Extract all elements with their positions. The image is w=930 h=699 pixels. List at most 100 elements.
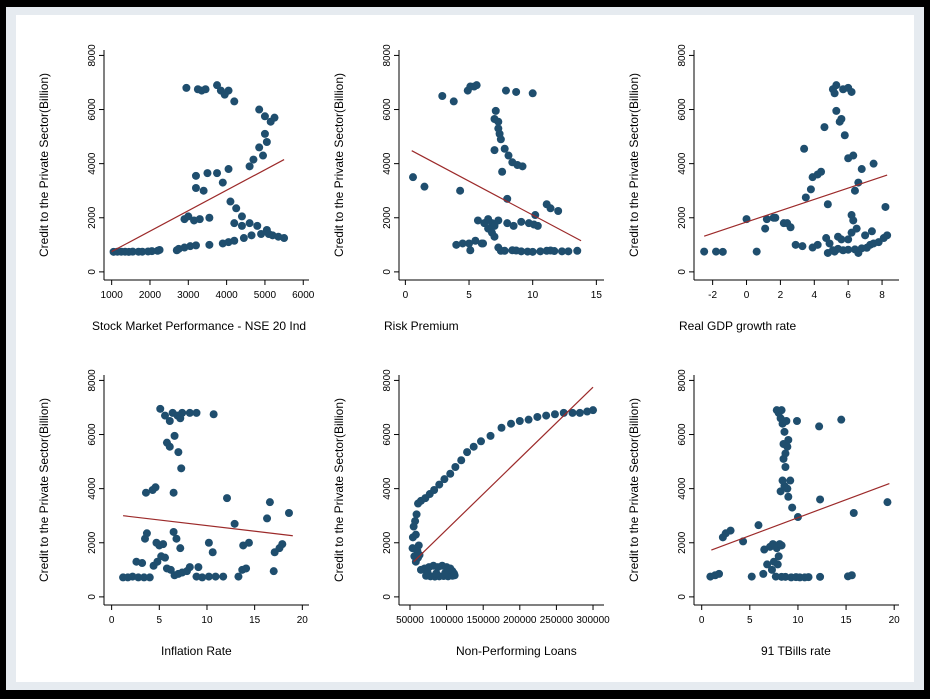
y-axis-label: Credit to the Private Sector(Billion) — [37, 73, 51, 257]
x-axis-label: Risk Premium — [384, 319, 459, 333]
data-point — [182, 83, 191, 92]
data-point — [496, 135, 505, 144]
data-point — [494, 117, 503, 126]
data-point — [205, 213, 214, 222]
data-point — [503, 219, 512, 228]
data-point — [881, 202, 890, 211]
data-point — [784, 492, 793, 501]
scatter-panel-2: 0 2000 4000 6000 8000 0 5 10 15 Credit to the Pri… — [332, 44, 604, 333]
y-tick-label: 0 — [87, 594, 98, 600]
data-point — [191, 184, 200, 192]
data-point — [490, 232, 499, 241]
data-point — [177, 464, 186, 473]
data-point — [265, 498, 274, 507]
x-tick-label: 0 — [403, 290, 409, 301]
data-point — [783, 442, 792, 451]
data-point — [208, 548, 217, 557]
x-tick-label: 3000 — [177, 290, 200, 301]
data-point — [477, 437, 485, 446]
data-point — [138, 247, 147, 256]
data-point — [823, 248, 832, 257]
y-axis-label: Credit to the Private Sector(Billion) — [332, 398, 346, 582]
x-tick-label: 2000 — [139, 290, 162, 301]
data-point — [234, 572, 243, 581]
y-tick-label: 4000 — [87, 152, 98, 175]
data-point — [791, 240, 800, 249]
data-point — [219, 572, 228, 581]
data-point — [747, 572, 756, 581]
data-point — [239, 541, 248, 550]
data-point — [224, 86, 233, 95]
data-point — [409, 173, 418, 182]
x-tick-label: 0 — [744, 290, 750, 301]
data-point — [280, 234, 289, 243]
data-point — [420, 182, 429, 191]
data-point — [141, 488, 150, 497]
y-tick-label: 2000 — [677, 531, 688, 554]
data-point — [509, 221, 518, 230]
data-point — [808, 243, 817, 252]
x-tick-label: 50000 — [396, 615, 424, 626]
data-point — [771, 572, 780, 581]
data-point — [451, 463, 460, 471]
data-point — [524, 415, 533, 424]
data-point — [857, 165, 866, 174]
data-point — [169, 527, 178, 536]
data-point — [232, 204, 241, 213]
y-tick-label: 4000 — [87, 477, 98, 500]
data-point — [255, 143, 264, 152]
data-point — [435, 480, 444, 489]
data-point — [850, 186, 859, 195]
data-point — [260, 129, 269, 138]
data-point — [800, 144, 809, 153]
data-point — [263, 514, 272, 523]
x-tick-label: 200000 — [503, 615, 537, 626]
data-point — [515, 417, 524, 425]
data-point — [151, 483, 160, 492]
data-point — [528, 89, 537, 98]
data-point — [533, 412, 542, 421]
data-point — [847, 571, 856, 580]
data-point — [783, 484, 792, 493]
data-point — [178, 408, 187, 417]
y-tick-label: 8000 — [382, 44, 393, 67]
y-tick-label: 6000 — [87, 98, 98, 121]
data-point — [432, 569, 441, 578]
data-point — [230, 519, 239, 528]
data-point — [247, 231, 256, 240]
data-point — [490, 146, 499, 155]
y-tick-label: 8000 — [677, 44, 688, 67]
data-point — [726, 526, 735, 535]
data-point — [457, 456, 466, 465]
data-point — [491, 106, 500, 115]
data-point — [767, 565, 776, 574]
x-axis-label: Real GDP growth rate — [679, 319, 796, 333]
data-point — [411, 517, 420, 526]
x-axis-label: 91 TBills rate — [761, 644, 831, 658]
data-point — [786, 223, 795, 232]
x-axis-label: Inflation Rate — [161, 644, 232, 658]
x-tick-label: 10 — [527, 290, 539, 301]
data-point — [777, 406, 786, 415]
data-point — [573, 246, 582, 255]
data-point — [518, 162, 527, 171]
data-point — [564, 247, 573, 256]
data-point — [830, 247, 839, 256]
data-point — [413, 546, 422, 555]
data-point — [820, 123, 829, 132]
data-point — [832, 106, 841, 115]
data-point — [224, 165, 233, 174]
data-point — [784, 435, 793, 444]
x-tick-label: 15 — [841, 615, 853, 626]
scatter-panel-1: 0 2000 4000 6000 8000 1000 2000 3000 4000 5000 600… — [37, 44, 315, 333]
data-point — [249, 155, 258, 164]
data-point — [255, 105, 264, 114]
data-point — [825, 239, 834, 248]
data-point — [883, 231, 892, 240]
data-point — [472, 81, 481, 90]
data-point — [230, 236, 239, 245]
data-point — [554, 207, 563, 215]
x-tick-label: 4 — [812, 290, 818, 301]
x-tick-label: 1000 — [101, 290, 124, 301]
x-tick-label: 10 — [201, 615, 213, 626]
